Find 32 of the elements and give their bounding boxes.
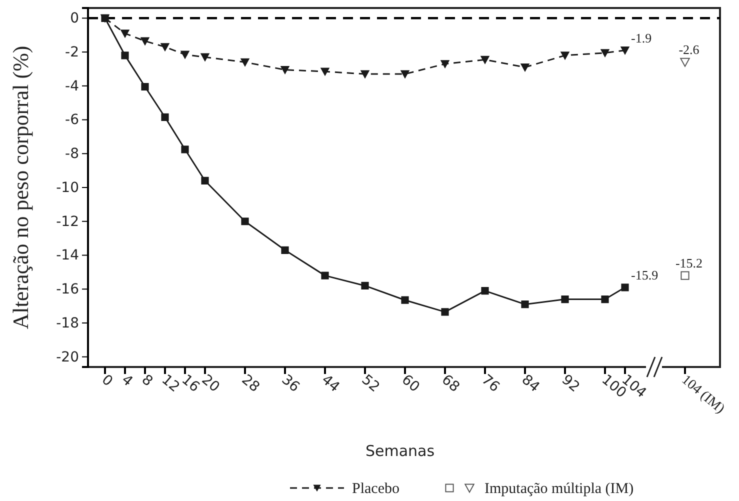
y-tick-label: -8 xyxy=(65,146,79,162)
x-tick-label: 4 xyxy=(118,372,136,390)
x-tick-label: 68 xyxy=(438,372,462,396)
legend-label: Placebo xyxy=(352,481,400,497)
x-axis-title: Semanas xyxy=(365,442,435,460)
x-tick-label: 76 xyxy=(478,372,502,396)
y-tick-label: -2 xyxy=(65,44,79,61)
x-tick-label: 52 xyxy=(358,372,382,396)
y-tick-label: -6 xyxy=(65,112,80,128)
y-tick-label: -20 xyxy=(56,349,79,366)
x-tick-label: 36 xyxy=(278,372,302,396)
y-tick-label: -18 xyxy=(56,315,79,332)
y-tick-label: -16 xyxy=(56,282,80,298)
y-axis-title: Alteração no peso corporral (%) xyxy=(8,46,33,330)
x-tick-label: 0 xyxy=(98,372,116,390)
x-tick-label: 84 xyxy=(518,372,542,396)
x-tick-label: 60 xyxy=(398,372,422,396)
data-label: -2.6 xyxy=(678,42,700,58)
x-tick-label: 104 (IM) xyxy=(678,372,728,418)
y-tick-label: -14 xyxy=(56,248,80,264)
x-tick-label: 28 xyxy=(238,372,262,396)
data-label: -15.2 xyxy=(675,256,703,271)
x-tick-label: 8 xyxy=(138,372,156,390)
y-tick-label: 0 xyxy=(70,10,79,27)
x-tick-label: 44 xyxy=(318,372,342,396)
data-label: -1.9 xyxy=(631,30,652,46)
x-tick-label: 92 xyxy=(558,372,582,396)
legend-label: Imputação múltipla (IM) xyxy=(484,481,634,497)
y-tick-label: -12 xyxy=(56,214,79,230)
data-label: -15.9 xyxy=(631,267,658,282)
y-tick-label: -10 xyxy=(56,180,79,196)
y-tick-label: -4 xyxy=(65,78,80,94)
